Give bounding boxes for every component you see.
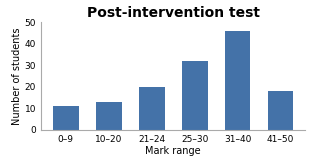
Bar [268, 91, 293, 130]
Title: Post-intervention test: Post-intervention test [87, 6, 260, 20]
Bar [139, 87, 165, 130]
Bar [53, 106, 79, 130]
Y-axis label: Number of students: Number of students [12, 27, 22, 125]
Bar [96, 102, 122, 130]
X-axis label: Mark range: Mark range [145, 146, 201, 156]
Bar [182, 61, 207, 130]
Bar [225, 31, 250, 130]
